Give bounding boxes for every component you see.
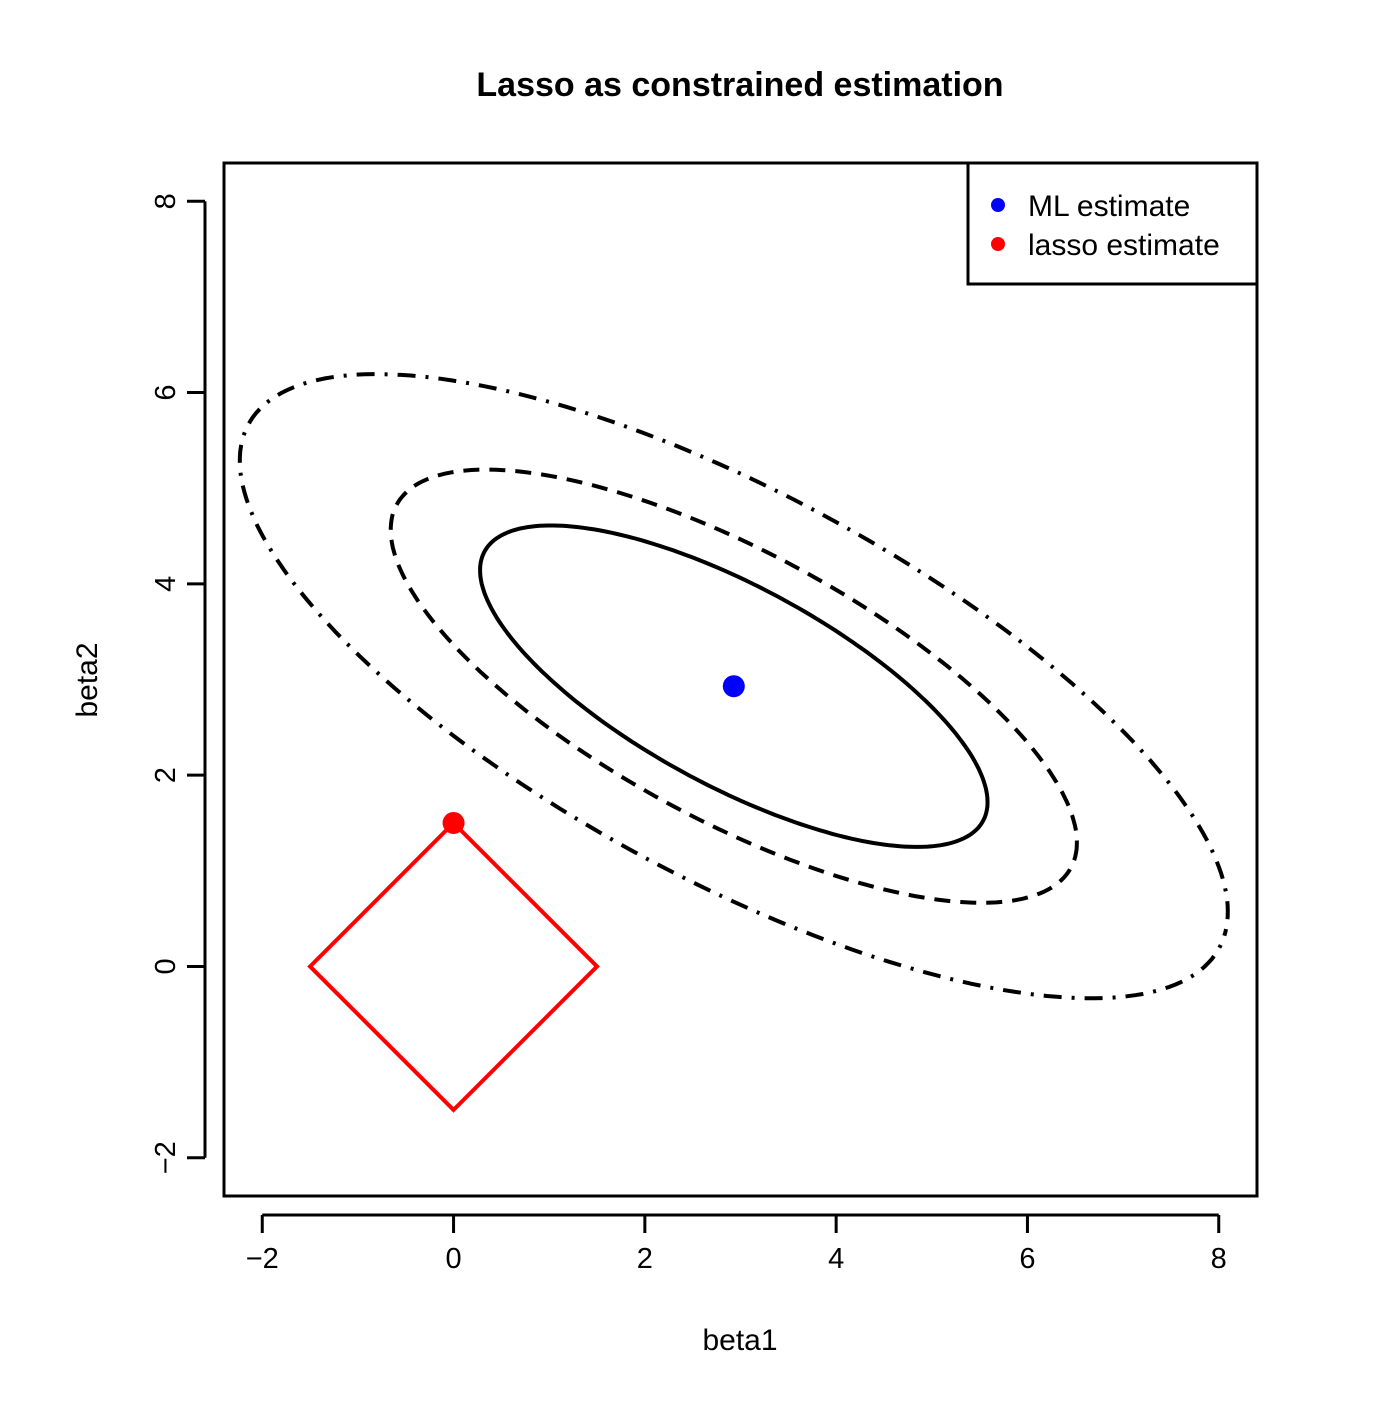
estimate-points bbox=[442, 675, 745, 834]
x-tick-label: 6 bbox=[1019, 1243, 1035, 1275]
y-tick-label: 6 bbox=[150, 384, 182, 400]
y-tick-label: 4 bbox=[150, 576, 182, 592]
contour-dotdash bbox=[237, 372, 1230, 1001]
legend-box bbox=[966, 161, 1259, 286]
y-tick-label: 0 bbox=[150, 958, 182, 974]
legend-marker-lasso-estimate bbox=[991, 237, 1005, 251]
l1-constraint-diamond bbox=[307, 820, 600, 1113]
contour-solid bbox=[478, 523, 990, 849]
y-tick-label: −2 bbox=[150, 1141, 182, 1174]
legend: ML estimate lasso estimate bbox=[966, 161, 1259, 286]
y-axis-label: beta2 bbox=[71, 642, 104, 717]
ml-estimate-point bbox=[722, 675, 745, 698]
constraint-region bbox=[307, 820, 600, 1113]
x-tick-label: 2 bbox=[637, 1243, 653, 1275]
x-tick-label: 8 bbox=[1211, 1243, 1227, 1275]
legend-label-ml-estimate: ML estimate bbox=[1028, 190, 1190, 223]
x-tick-label: 4 bbox=[828, 1243, 844, 1275]
x-tick-label: 0 bbox=[445, 1243, 461, 1275]
y-tick-label: 8 bbox=[150, 193, 182, 209]
x-tick-label: −2 bbox=[246, 1243, 279, 1275]
plot-frame bbox=[222, 161, 1259, 1198]
chart-title: Lasso as constrained estimation bbox=[476, 66, 1003, 104]
x-axis: −2 0 2 4 6 8 bbox=[246, 1213, 1227, 1275]
y-tick-label: 2 bbox=[150, 767, 182, 783]
y-axis: −2 0 2 4 6 8 bbox=[150, 193, 207, 1174]
legend-label-lasso-estimate: lasso estimate bbox=[1028, 229, 1220, 262]
legend-marker-ml-estimate bbox=[991, 198, 1005, 212]
lasso-estimate-point bbox=[442, 811, 465, 834]
likelihood-contours bbox=[237, 372, 1230, 1001]
x-axis-label: beta1 bbox=[702, 1324, 777, 1357]
contour-dashed bbox=[388, 467, 1079, 905]
